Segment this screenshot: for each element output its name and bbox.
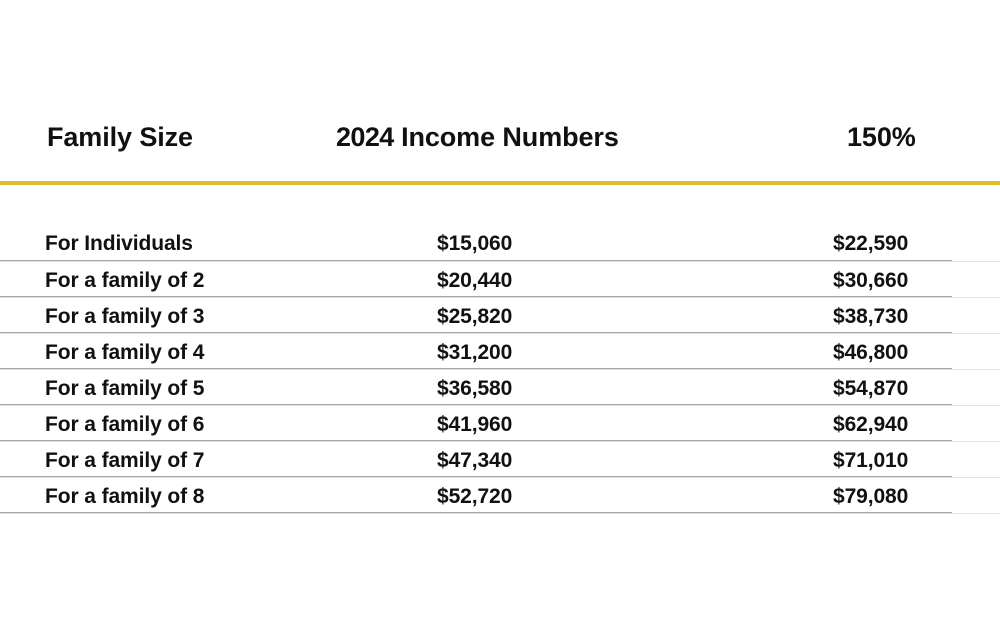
cell-income: $31,200 <box>437 341 513 364</box>
cell-income: $15,060 <box>437 232 513 255</box>
cell-150-percent: $30,660 <box>833 269 909 292</box>
cell-150-percent: $62,940 <box>833 413 909 436</box>
table-row: For a family of 4 $31,200 $46,800 <box>0 334 1000 370</box>
header-gold-divider <box>0 181 1000 185</box>
cell-150-percent: $54,870 <box>833 377 909 400</box>
table-header-row: Family Size 2024 Income Numbers 150% <box>0 116 1000 166</box>
cell-family-size: For a family of 6 <box>45 413 205 436</box>
column-header-income-numbers: 2024 Income Numbers <box>336 120 619 154</box>
cell-income: $41,960 <box>437 413 513 436</box>
cell-150-percent: $46,800 <box>833 341 909 364</box>
table-row: For a family of 8 $52,720 $79,080 <box>0 478 1000 514</box>
column-header-year: 2024 <box>336 122 394 152</box>
table-row: For a family of 2 $20,440 $30,660 <box>0 262 1000 298</box>
cell-family-size: For a family of 2 <box>45 269 205 292</box>
cell-family-size: For a family of 3 <box>45 305 205 328</box>
table-row: For a family of 6 $41,960 $62,940 <box>0 406 1000 442</box>
row-divider <box>0 512 1000 514</box>
cell-150-percent: $38,730 <box>833 305 909 328</box>
cell-family-size: For a family of 5 <box>45 377 205 400</box>
cell-150-percent: $79,080 <box>833 485 909 508</box>
table-row: For Individuals $15,060 $22,590 <box>0 185 1000 262</box>
cell-family-size: For Individuals <box>45 232 193 255</box>
table-body: For Individuals $15,060 $22,590 For a fa… <box>0 185 1000 514</box>
cell-150-percent: $71,010 <box>833 449 909 472</box>
column-header-income-label: Income Numbers <box>393 122 619 152</box>
table-row: For a family of 7 $47,340 $71,010 <box>0 442 1000 478</box>
cell-income: $25,820 <box>437 305 513 328</box>
cell-150-percent: $22,590 <box>833 232 909 255</box>
cell-income: $36,580 <box>437 377 513 400</box>
cell-family-size: For a family of 8 <box>45 485 205 508</box>
column-header-150-percent: 150% <box>847 122 916 152</box>
table-row: For a family of 5 $36,580 $54,870 <box>0 370 1000 406</box>
column-header-family-size: Family Size <box>47 122 193 152</box>
cell-income: $47,340 <box>437 449 513 472</box>
cell-family-size: For a family of 4 <box>45 341 205 364</box>
cell-family-size: For a family of 7 <box>45 449 205 472</box>
table-row: For a family of 3 $25,820 $38,730 <box>0 298 1000 334</box>
cell-income: $20,440 <box>437 269 513 292</box>
cell-income: $52,720 <box>437 485 513 508</box>
